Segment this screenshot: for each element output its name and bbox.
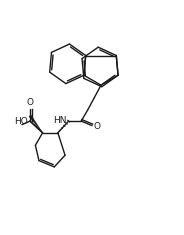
Text: O: O [26, 98, 33, 107]
Text: O: O [93, 122, 100, 131]
Text: HN: HN [53, 116, 67, 125]
Text: HO: HO [14, 118, 28, 126]
Polygon shape [29, 115, 43, 133]
